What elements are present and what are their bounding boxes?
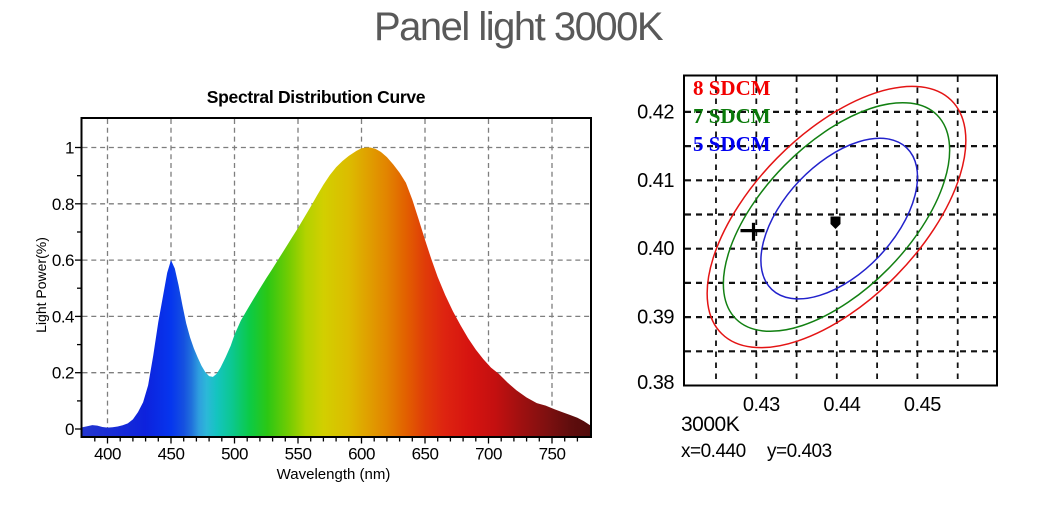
svg-text:5 SDCM: 5 SDCM	[693, 132, 771, 156]
svg-text:600: 600	[348, 445, 375, 464]
svg-text:8 SDCM: 8 SDCM	[693, 76, 771, 100]
svg-text:550: 550	[285, 445, 312, 464]
svg-text:0.42: 0.42	[637, 101, 674, 123]
svg-text:0.6: 0.6	[52, 251, 74, 270]
svg-text:0.45: 0.45	[904, 394, 941, 416]
svg-text:0: 0	[65, 420, 74, 439]
svg-text:700: 700	[475, 445, 502, 464]
svg-text:0.43: 0.43	[743, 394, 780, 416]
svg-text:750: 750	[539, 445, 566, 464]
svg-text:Spectral Distribution Curve: Spectral Distribution Curve	[207, 87, 426, 107]
svg-text:0.44: 0.44	[823, 394, 860, 416]
svg-text:0.41: 0.41	[637, 170, 674, 192]
svg-text:450: 450	[158, 445, 185, 464]
svg-text:400: 400	[94, 445, 121, 464]
svg-text:x=0.440: x=0.440	[681, 441, 746, 462]
svg-text:3000K: 3000K	[681, 413, 740, 436]
svg-text:7 SDCM: 7 SDCM	[693, 104, 771, 128]
svg-text:Wavelength (nm): Wavelength (nm)	[277, 466, 391, 483]
svg-text:0.4: 0.4	[52, 307, 74, 326]
svg-text:1: 1	[65, 139, 74, 158]
svg-text:y=0.403: y=0.403	[767, 441, 832, 462]
svg-text:0.38: 0.38	[637, 372, 674, 394]
svg-text:0.40: 0.40	[637, 238, 674, 260]
svg-text:0.8: 0.8	[52, 195, 74, 214]
svg-text:500: 500	[221, 445, 248, 464]
svg-text:Panel light 3000K: Panel light 3000K	[374, 5, 664, 49]
svg-text:0.39: 0.39	[637, 307, 674, 329]
svg-text:Light Power(%): Light Power(%)	[33, 237, 49, 333]
svg-text:650: 650	[412, 445, 439, 464]
svg-text:0.2: 0.2	[52, 364, 74, 383]
